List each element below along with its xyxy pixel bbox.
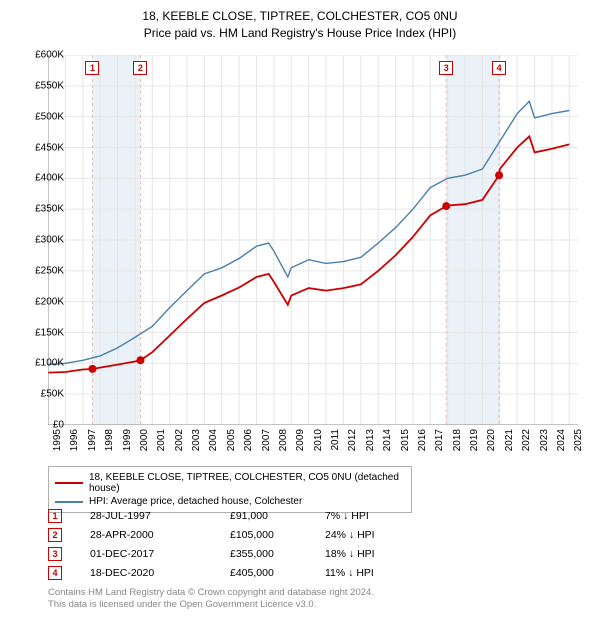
x-tick-label: 2022 <box>521 429 532 451</box>
chart-marker-4: 4 <box>492 61 506 75</box>
x-tick-label: 2006 <box>243 429 254 451</box>
x-tick-label: 2000 <box>139 429 150 451</box>
table-row: 2 28-APR-2000£105,00024% ↓ HPI <box>48 525 478 544</box>
x-tick-label: 2004 <box>208 429 219 451</box>
cell-price: £405,000 <box>230 567 325 579</box>
y-tick-label: £250K <box>35 265 64 276</box>
row-marker-3: 3 <box>48 547 62 561</box>
sales-table: 128-JUL-1997£91,0007% ↓ HPI228-APR-2000£… <box>48 506 478 582</box>
cell-date: 01-DEC-2017 <box>90 548 230 560</box>
cell-date: 18-DEC-2020 <box>90 567 230 579</box>
cell-price: £355,000 <box>230 548 325 560</box>
x-tick-label: 2017 <box>434 429 445 451</box>
x-tick-label: 2014 <box>382 429 393 451</box>
x-tick-label: 2008 <box>278 429 289 451</box>
y-tick-label: £50K <box>41 389 64 400</box>
table-row: 1 28-JUL-1997£91,0007% ↓ HPI <box>48 506 478 525</box>
x-tick-label: 2009 <box>295 429 306 451</box>
y-tick-label: £300K <box>35 235 64 246</box>
x-tick-label: 1996 <box>69 429 80 451</box>
legend-swatch-2 <box>55 501 83 503</box>
legend-row: 18, KEEBLE CLOSE, TIPTREE, COLCHESTER, C… <box>55 471 405 495</box>
x-tick-label: 2023 <box>539 429 550 451</box>
x-tick-label: 2013 <box>365 429 376 451</box>
title-line-1: 18, KEEBLE CLOSE, TIPTREE, COLCHESTER, C… <box>0 8 600 25</box>
title-block: 18, KEEBLE CLOSE, TIPTREE, COLCHESTER, C… <box>0 0 600 42</box>
x-tick-label: 1995 <box>52 429 63 451</box>
y-tick-label: £150K <box>35 327 64 338</box>
x-tick-label: 2020 <box>486 429 497 451</box>
x-tick-label: 2015 <box>400 429 411 451</box>
y-tick-label: £600K <box>35 50 64 61</box>
y-tick-label: £550K <box>35 80 64 91</box>
legend-label-1: 18, KEEBLE CLOSE, TIPTREE, COLCHESTER, C… <box>89 472 405 494</box>
cell-price: £91,000 <box>230 510 325 522</box>
x-tick-label: 2011 <box>330 429 341 451</box>
x-tick-label: 2003 <box>191 429 202 451</box>
x-tick-label: 2016 <box>417 429 428 451</box>
table-row: 4 18-DEC-2020£405,00011% ↓ HPI <box>48 563 478 582</box>
cell-pct: 24% ↓ HPI <box>325 529 435 541</box>
cell-date: 28-APR-2000 <box>90 529 230 541</box>
x-tick-label: 1997 <box>87 429 98 451</box>
cell-pct: 18% ↓ HPI <box>325 548 435 560</box>
x-tick-label: 2010 <box>313 429 324 451</box>
x-tick-label: 2007 <box>261 429 272 451</box>
y-tick-label: £400K <box>35 173 64 184</box>
cell-date: 28-JUL-1997 <box>90 510 230 522</box>
y-tick-label: £100K <box>35 358 64 369</box>
table-row: 3 01-DEC-2017£355,00018% ↓ HPI <box>48 544 478 563</box>
cell-price: £105,000 <box>230 529 325 541</box>
footer-line-2: This data is licensed under the Open Gov… <box>48 599 374 611</box>
x-tick-label: 2018 <box>452 429 463 451</box>
y-tick-label: £500K <box>35 111 64 122</box>
footer: Contains HM Land Registry data © Crown c… <box>48 587 374 612</box>
chart-marker-3: 3 <box>439 61 453 75</box>
x-tick-label: 1998 <box>104 429 115 451</box>
row-marker-2: 2 <box>48 528 62 542</box>
title-line-2: Price paid vs. HM Land Registry's House … <box>0 25 600 42</box>
chart-area <box>48 55 578 425</box>
chart-container: 18, KEEBLE CLOSE, TIPTREE, COLCHESTER, C… <box>0 0 600 620</box>
row-marker-1: 1 <box>48 509 62 523</box>
x-tick-label: 2019 <box>469 429 480 451</box>
chart-marker-2: 2 <box>133 61 147 75</box>
x-tick-label: 2002 <box>174 429 185 451</box>
x-tick-label: 2001 <box>156 429 167 451</box>
chart-svg <box>48 55 578 425</box>
chart-marker-1: 1 <box>85 61 99 75</box>
y-tick-label: £450K <box>35 142 64 153</box>
x-tick-label: 2012 <box>347 429 358 451</box>
x-tick-label: 2021 <box>504 429 515 451</box>
x-tick-label: 2024 <box>556 429 567 451</box>
cell-pct: 7% ↓ HPI <box>325 510 435 522</box>
row-marker-4: 4 <box>48 566 62 580</box>
x-tick-label: 2025 <box>573 429 584 451</box>
y-tick-label: £200K <box>35 296 64 307</box>
legend-swatch-1 <box>55 482 83 484</box>
x-tick-label: 1999 <box>122 429 133 451</box>
footer-line-1: Contains HM Land Registry data © Crown c… <box>48 587 374 599</box>
cell-pct: 11% ↓ HPI <box>325 567 435 579</box>
y-tick-label: £350K <box>35 204 64 215</box>
x-tick-label: 2005 <box>226 429 237 451</box>
